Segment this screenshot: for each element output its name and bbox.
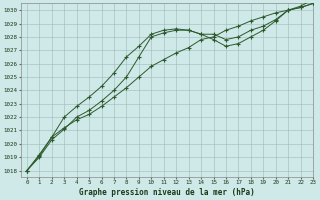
- X-axis label: Graphe pression niveau de la mer (hPa): Graphe pression niveau de la mer (hPa): [79, 188, 255, 197]
